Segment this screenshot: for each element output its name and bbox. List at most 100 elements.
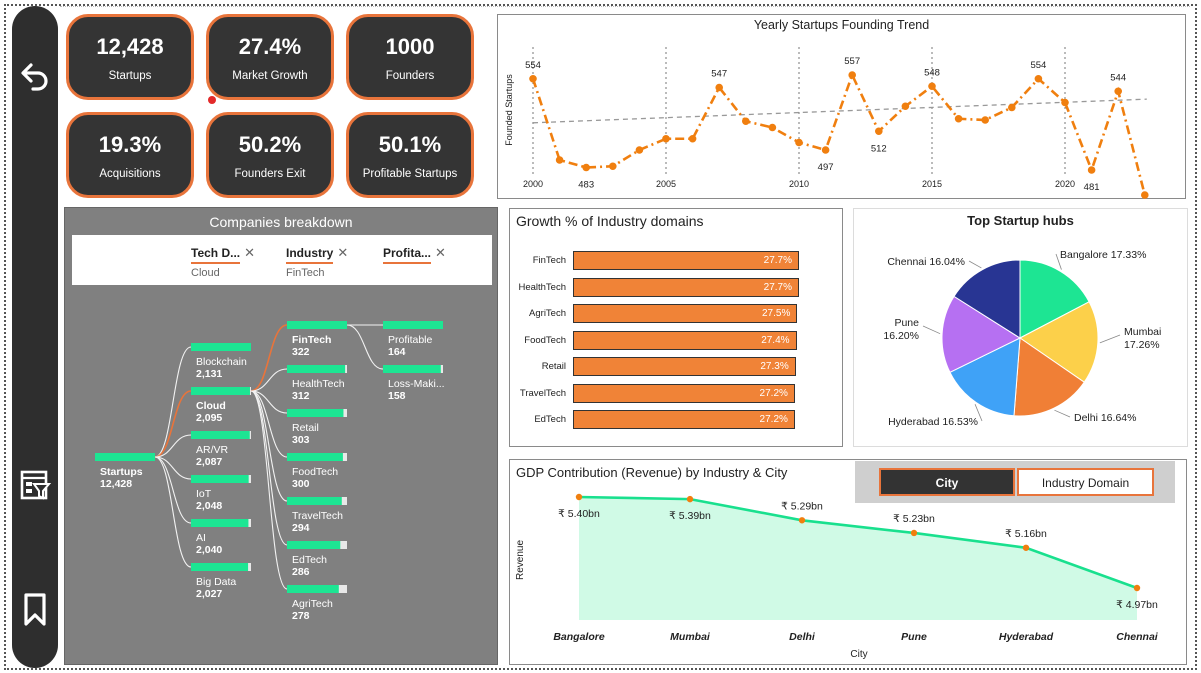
pie-slice-mumbai[interactable]	[1019, 301, 1099, 383]
trend-point[interactable]	[981, 116, 989, 124]
trend-point[interactable]	[795, 138, 803, 147]
trend-point[interactable]	[821, 146, 830, 154]
growth-bar[interactable]: 27.5%	[573, 304, 798, 323]
trend-point[interactable]	[768, 123, 777, 132]
growth-row[interactable]: FoodTech 27.4%	[510, 330, 844, 351]
trend-point[interactable]	[1141, 191, 1149, 199]
trend-point[interactable]	[662, 134, 670, 143]
growth-bar[interactable]: 27.4%	[573, 330, 797, 350]
growth-row[interactable]: FinTech 27.7%	[510, 251, 844, 271]
growth-bar[interactable]: 27.7%	[573, 251, 799, 270]
trend-point[interactable]	[582, 163, 590, 172]
filter-report-icon[interactable]	[12, 468, 58, 502]
trend-point[interactable]	[688, 134, 697, 143]
growth-row[interactable]: HealthTech 27.7%	[510, 277, 844, 298]
gdp-point[interactable]	[1133, 584, 1141, 592]
tree-link	[250, 390, 288, 502]
tree-node-label: Big Data	[196, 576, 236, 588]
trend-point[interactable]	[635, 146, 644, 154]
trend-point[interactable]	[1087, 166, 1096, 174]
close-icon[interactable]: ✕	[435, 245, 446, 260]
filter-industry[interactable]: Industry ✕ FinTech	[286, 244, 348, 279]
trend-point[interactable]	[609, 162, 617, 171]
kpi-market-growth[interactable]: 27.4% Market Growth	[206, 14, 334, 100]
companies-breakdown-panel[interactable]: Companies breakdown Tech D... ✕ Cloud Ind…	[64, 207, 498, 665]
back-arrow-icon[interactable]	[12, 58, 58, 92]
tree-node-value: 2,040	[196, 544, 222, 556]
kpi-profitable-startups[interactable]: 50.1% Profitable Startups	[346, 112, 474, 198]
filter-name: Tech D...	[191, 246, 241, 264]
trend-x-tick: 2010	[789, 179, 809, 189]
tree-node[interactable]: Loss-Maki...158	[383, 365, 445, 402]
trend-x-tick: 2000	[523, 179, 543, 189]
trend-point[interactable]	[1008, 103, 1016, 112]
growth-row[interactable]: AgriTech 27.5%	[510, 304, 844, 324]
bookmark-icon[interactable]	[12, 592, 58, 628]
growth-row[interactable]: EdTech 27.2%	[510, 410, 844, 430]
growth-bar[interactable]: 27.2%	[573, 410, 795, 429]
kpi-founders-exit[interactable]: 50.2% Founders Exit	[206, 112, 334, 198]
kpi-acquisitions[interactable]: 19.3% Acquisitions	[66, 112, 194, 198]
hubs-panel[interactable]: Top Startup hubs Bangalore 17.33% Mumbai 1…	[853, 208, 1188, 447]
growth-row-label: TravelTech	[519, 387, 566, 399]
growth-bar[interactable]: 27.3%	[573, 357, 796, 376]
trend-panel[interactable]: Yearly Startups Founding Trend Founded S…	[497, 14, 1186, 199]
tree-node[interactable]: AI2,040	[191, 519, 251, 556]
gdp-point[interactable]	[686, 495, 694, 503]
slicer-city-button[interactable]: City	[879, 468, 1015, 496]
pie-slice-delhi[interactable]	[1013, 337, 1085, 417]
trend-point[interactable]	[715, 83, 723, 92]
filter-tech-domain[interactable]: Tech D... ✕ Cloud	[191, 244, 255, 279]
pie-leader-line	[1099, 334, 1121, 344]
pie-slice-hyderabad[interactable]	[949, 337, 1021, 417]
growth-bar[interactable]: 27.7%	[573, 277, 799, 297]
kpi-startups[interactable]: 12,428 Startups	[66, 14, 194, 100]
tree-node-bar	[191, 519, 249, 527]
tree-node[interactable]: AR/VR2,087	[191, 431, 251, 468]
pie-slice-bangalore[interactable]	[1019, 259, 1090, 339]
close-icon[interactable]: ✕	[244, 245, 256, 260]
slicer-industry-domain-button[interactable]: Industry Domain	[1017, 468, 1154, 496]
gdp-point[interactable]	[910, 529, 918, 537]
trend-point[interactable]	[928, 82, 936, 91]
close-icon[interactable]: ✕	[337, 245, 349, 260]
growth-row[interactable]: TravelTech 27.2%	[510, 383, 844, 404]
tree-link	[154, 434, 192, 458]
growth-bar[interactable]: 27.2%	[573, 383, 795, 403]
trend-point[interactable]	[954, 114, 963, 123]
trend-point[interactable]	[1034, 74, 1043, 83]
growth-row[interactable]: Retail 27.3%	[510, 357, 844, 377]
trend-point[interactable]	[901, 102, 910, 111]
gdp-point[interactable]	[798, 517, 806, 524]
gdp-data-label: ₹ 5.16bn	[1005, 528, 1047, 540]
trend-point[interactable]	[555, 156, 564, 164]
trend-data-label: 497	[818, 162, 834, 173]
trend-point[interactable]	[1114, 87, 1122, 96]
trend-point[interactable]	[848, 71, 856, 79]
trend-point[interactable]	[529, 74, 537, 83]
growth-panel[interactable]: Growth % of Industry domains FinTech 27.7…	[509, 208, 843, 447]
kpi-founders[interactable]: 1000 Founders	[346, 14, 474, 100]
gdp-point[interactable]	[575, 493, 583, 501]
growth-row-label: AgriTech	[529, 308, 566, 319]
pie-slice-pune[interactable]	[941, 295, 1022, 373]
trend-point[interactable]	[742, 117, 750, 126]
filter-profitability[interactable]: Profita... ✕	[383, 244, 446, 267]
trend-point[interactable]	[875, 127, 883, 136]
pie-slice-chennai[interactable]	[953, 259, 1021, 339]
trend-point[interactable]	[1061, 98, 1069, 107]
gdp-point[interactable]	[1022, 544, 1030, 551]
